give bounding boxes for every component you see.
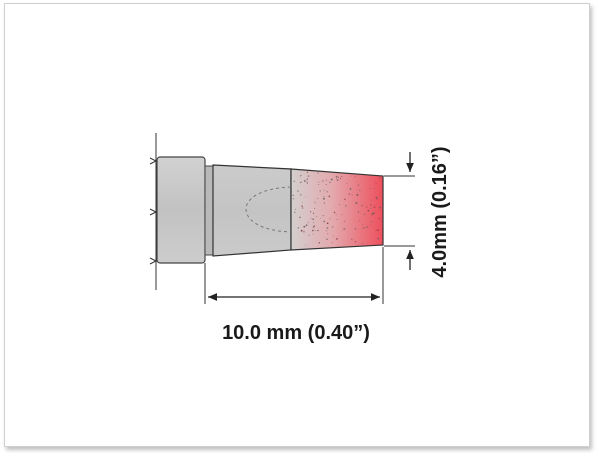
tip-shank: [156, 156, 206, 264]
tip-texture: [292, 171, 382, 246]
tip-body: [212, 164, 292, 257]
bevel-hidden-line: [245, 186, 292, 233]
width-dimension: [384, 152, 415, 270]
shank-extension-line: [149, 133, 158, 290]
length-dimension: [204, 247, 384, 304]
tip-plated-end: [290, 168, 384, 251]
width-label: 4.0mm (0.16”): [429, 146, 451, 277]
length-label: 10.0 mm (0.40”): [222, 322, 370, 344]
